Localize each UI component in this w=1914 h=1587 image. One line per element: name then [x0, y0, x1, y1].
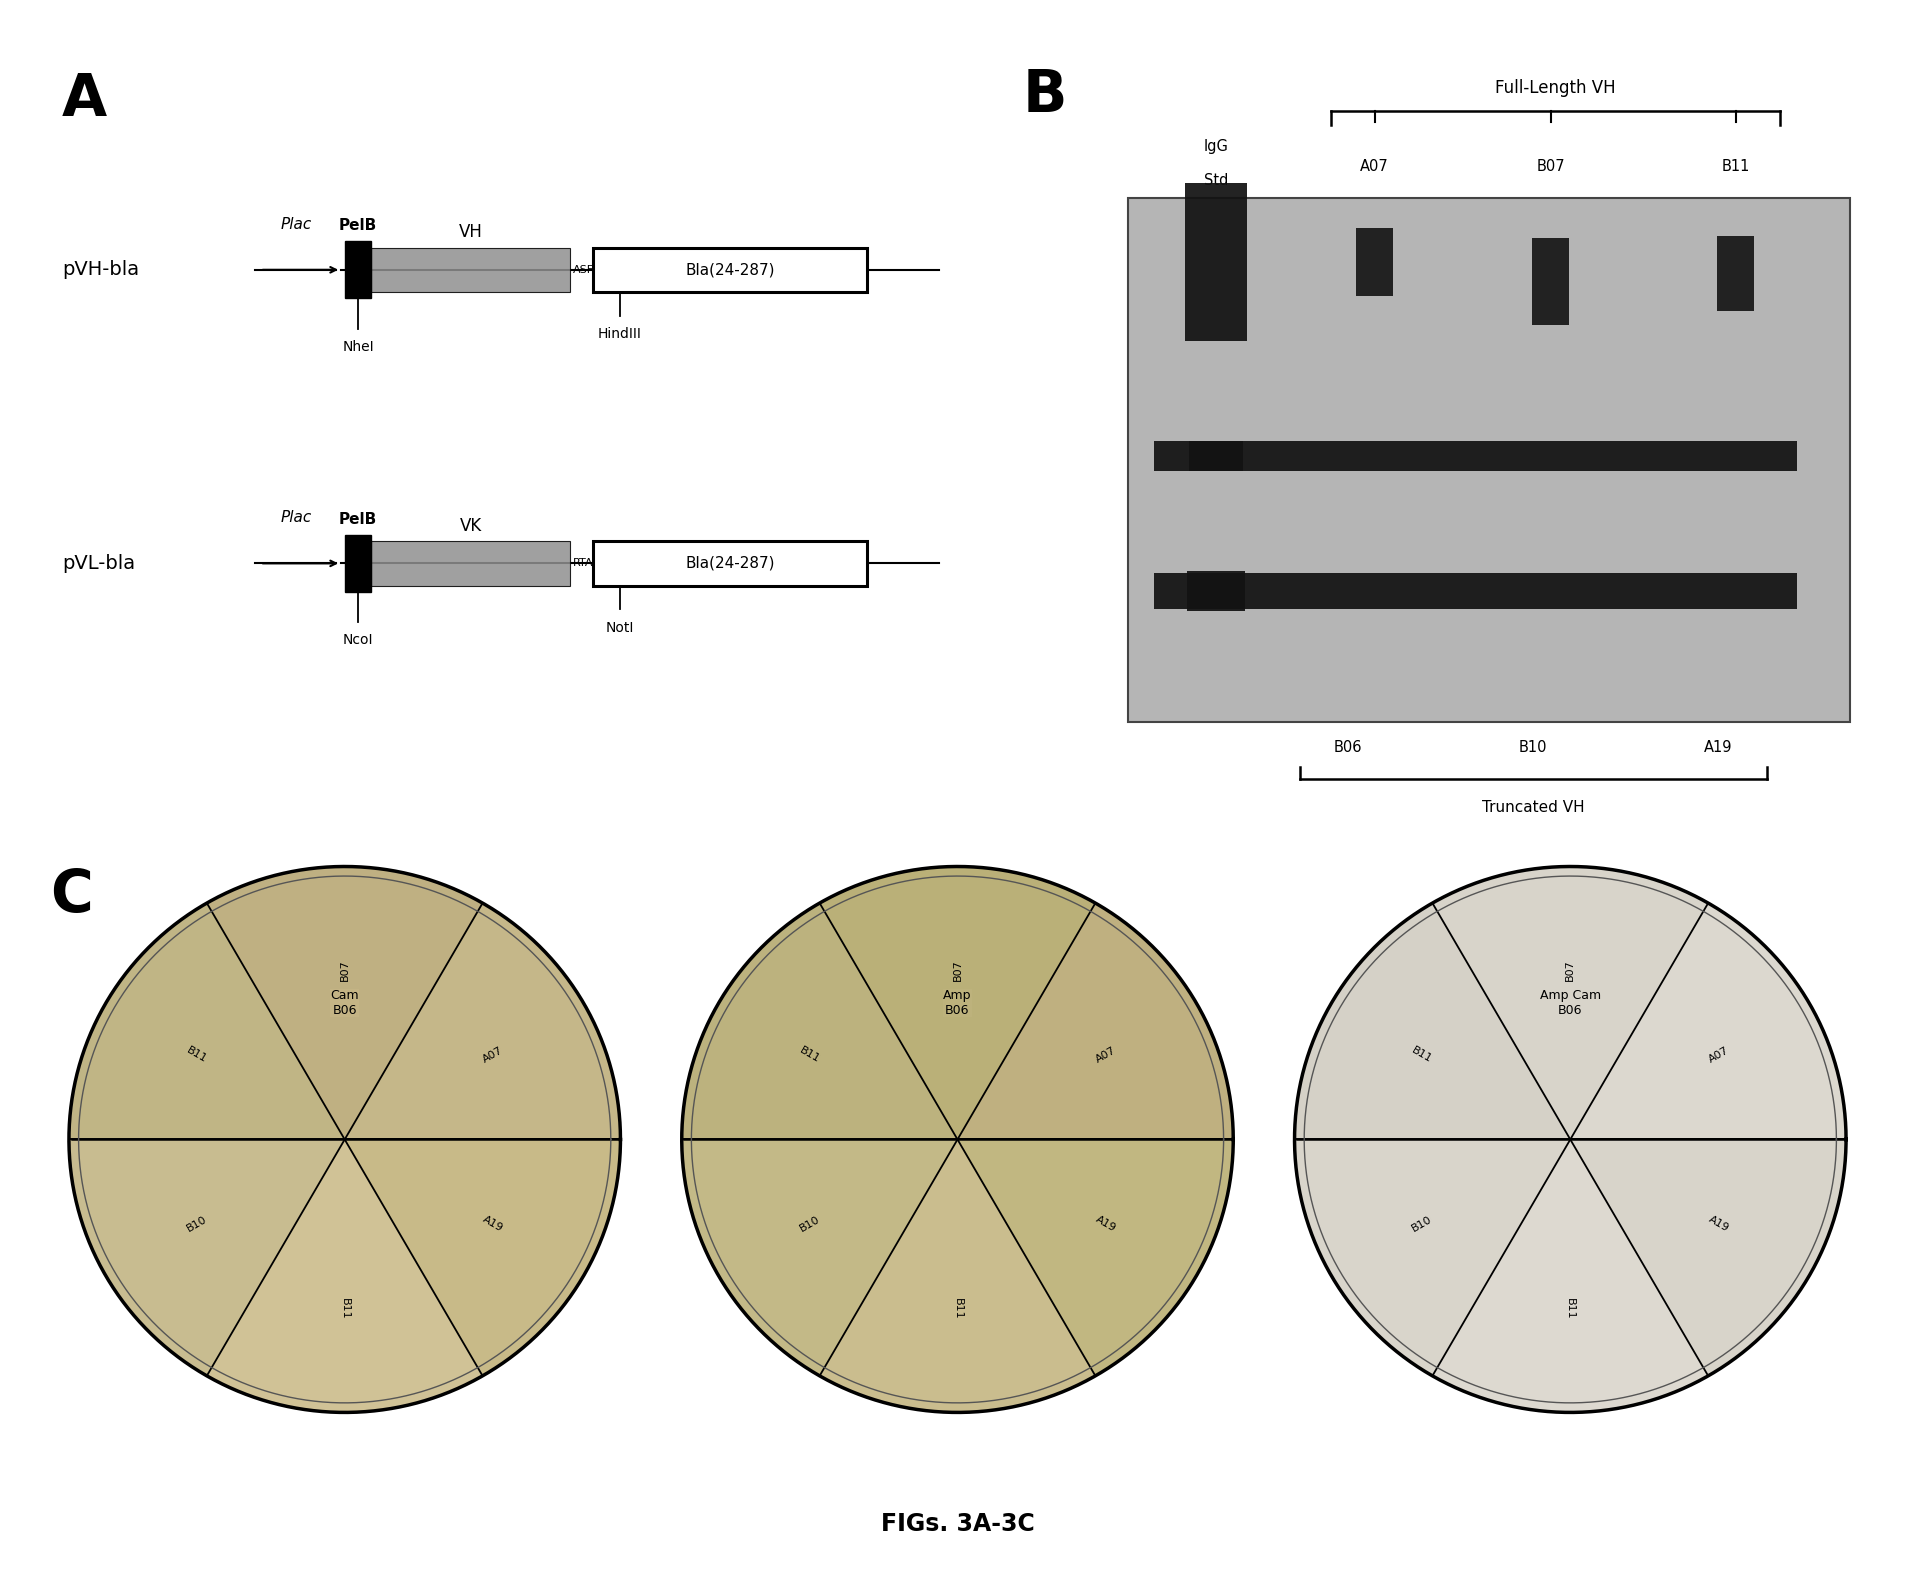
Polygon shape	[681, 1139, 957, 1376]
Text: Plac: Plac	[279, 511, 312, 525]
Bar	[1717, 236, 1753, 311]
Text: Bla(24-287): Bla(24-287)	[685, 555, 775, 571]
Polygon shape	[1294, 867, 1845, 1412]
Text: Amp Cam
B06: Amp Cam B06	[1539, 989, 1600, 1017]
Text: A19: A19	[480, 1214, 505, 1233]
Text: B06: B06	[1334, 740, 1361, 755]
Text: VK: VK	[459, 517, 482, 535]
Polygon shape	[1432, 867, 1707, 1139]
Text: A19: A19	[1705, 1214, 1730, 1233]
Bar	[1185, 183, 1246, 341]
Text: NcoI: NcoI	[343, 633, 373, 647]
Text: B11: B11	[1721, 159, 1749, 175]
Text: Plac: Plac	[279, 217, 312, 232]
Text: B07: B07	[1535, 159, 1564, 175]
Text: ASFG: ASFG	[572, 265, 603, 275]
Text: B11: B11	[1564, 1298, 1575, 1319]
Text: B11: B11	[184, 1046, 209, 1065]
Bar	[593, 248, 867, 292]
Bar	[1531, 238, 1568, 325]
Polygon shape	[1432, 1139, 1707, 1412]
Text: NotI: NotI	[605, 621, 634, 635]
Bar	[1189, 441, 1242, 471]
Text: A07: A07	[480, 1046, 505, 1065]
Text: Cam
B06: Cam B06	[331, 989, 358, 1017]
Bar	[1127, 198, 1849, 722]
Bar	[371, 248, 570, 292]
Polygon shape	[69, 867, 620, 1412]
Text: B07: B07	[1564, 960, 1575, 981]
Polygon shape	[69, 903, 345, 1139]
Text: B07: B07	[951, 960, 963, 981]
Text: FIGs. 3A-3C: FIGs. 3A-3C	[880, 1511, 1034, 1536]
Text: B11: B11	[339, 1298, 350, 1319]
Text: B11: B11	[1409, 1046, 1434, 1065]
Polygon shape	[957, 1139, 1233, 1376]
Bar	[345, 241, 371, 298]
Polygon shape	[345, 1139, 620, 1376]
Polygon shape	[819, 867, 1095, 1139]
Text: B10: B10	[1409, 1214, 1434, 1233]
Bar	[1154, 441, 1797, 471]
Text: B10: B10	[1518, 740, 1547, 755]
Text: A19: A19	[1093, 1214, 1118, 1233]
Polygon shape	[69, 1139, 345, 1376]
Text: RTAAA: RTAAA	[572, 559, 609, 568]
Bar	[1355, 229, 1391, 295]
Text: PelB: PelB	[339, 513, 377, 527]
Text: VH: VH	[457, 224, 482, 241]
Text: B10: B10	[184, 1214, 209, 1233]
Polygon shape	[1294, 1139, 1569, 1376]
Polygon shape	[681, 867, 1233, 1412]
Polygon shape	[1569, 1139, 1845, 1376]
Polygon shape	[957, 903, 1233, 1139]
Text: C: C	[50, 867, 94, 924]
Text: pVL-bla: pVL-bla	[61, 554, 136, 573]
Text: A19: A19	[1703, 740, 1732, 755]
Text: B11: B11	[796, 1046, 821, 1065]
Polygon shape	[681, 903, 957, 1139]
Text: B11: B11	[951, 1298, 963, 1319]
Text: A07: A07	[1705, 1046, 1730, 1065]
Polygon shape	[207, 867, 482, 1139]
Text: B07: B07	[339, 960, 350, 981]
Bar	[1187, 571, 1244, 611]
Text: pVH-bla: pVH-bla	[61, 260, 140, 279]
Polygon shape	[819, 1139, 1095, 1412]
Polygon shape	[207, 1139, 482, 1412]
Text: Std: Std	[1204, 173, 1227, 189]
Text: A07: A07	[1093, 1046, 1118, 1065]
Text: PelB: PelB	[339, 219, 377, 233]
Text: Full-Length VH: Full-Length VH	[1495, 79, 1615, 97]
Text: B: B	[1022, 68, 1066, 124]
Polygon shape	[345, 903, 620, 1139]
Text: B10: B10	[796, 1214, 821, 1233]
Bar	[371, 541, 570, 586]
Bar	[1154, 573, 1797, 609]
Text: A07: A07	[1359, 159, 1388, 175]
Text: A: A	[61, 71, 107, 129]
Text: HindIII: HindIII	[597, 327, 641, 341]
Bar	[345, 535, 371, 592]
Polygon shape	[1569, 903, 1845, 1139]
Text: IgG: IgG	[1204, 140, 1227, 154]
Text: Amp
B06: Amp B06	[944, 989, 970, 1017]
Text: NheI: NheI	[343, 340, 373, 354]
Bar	[593, 541, 867, 586]
Text: Bla(24-287): Bla(24-287)	[685, 262, 775, 278]
Polygon shape	[1294, 903, 1569, 1139]
Text: Truncated VH: Truncated VH	[1481, 800, 1583, 816]
